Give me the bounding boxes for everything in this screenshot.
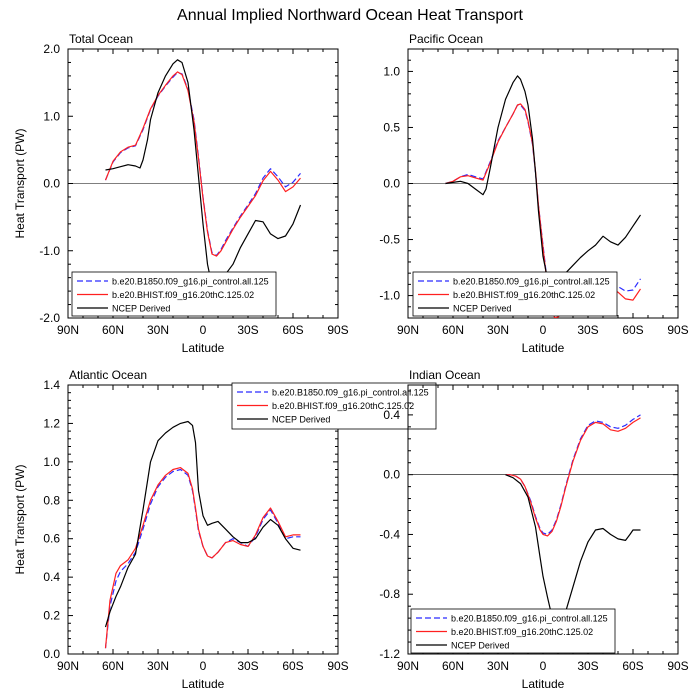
legend-label: b.e20.B1850.f09_g16.pi_control.all.125 (272, 388, 429, 398)
x-tick-label: 90S (327, 323, 348, 337)
x-tick-label: 90S (667, 659, 688, 673)
panel-title: Total Ocean (69, 32, 133, 46)
x-tick-label: 90N (57, 659, 79, 673)
figure-title: Annual Implied Northward Ocean Heat Tran… (177, 7, 524, 24)
x-tick-label: 60S (282, 323, 303, 337)
y-tick-label: -2.0 (39, 311, 60, 325)
x-tick-label: 30S (237, 323, 258, 337)
y-tick-label: -1.0 (379, 289, 400, 303)
series-line-ncep (104, 420, 301, 628)
panel-title: Atlantic Ocean (69, 368, 147, 382)
x-tick-label: 30S (577, 659, 598, 673)
x-axis-label: Latitude (182, 341, 225, 355)
panel-indian-ocean: Indian Ocean 90N 60N 30N 0 30S 60S 90S -1.2 -0.8 -… (379, 368, 688, 691)
legend-label: NCEP Derived (272, 415, 330, 425)
series-line-bhist (104, 467, 301, 649)
x-tick-label: 30S (577, 323, 598, 337)
x-tick-label: 90S (327, 659, 348, 673)
y-tick-label: 1.2 (43, 416, 60, 430)
x-tick-label: 30N (147, 323, 169, 337)
legend: b.e20.B1850.f09_g16.pi_control.all.125 b.… (412, 271, 618, 317)
series-line-bhist (505, 417, 641, 537)
legend-label: b.e20.B1850.f09_g16.pi_control.all.125 (112, 277, 269, 287)
y-tick-label: -0.8 (379, 587, 400, 601)
legend-label: NCEP Derived (112, 304, 170, 314)
panel-atlantic-ocean: Atlantic Ocean 90N 60N 30N 0 30S 60S 90S 0.0 0.2 0… (13, 368, 437, 691)
x-tick-label: 60N (102, 659, 124, 673)
y-tick-label: 0.5 (383, 120, 400, 134)
legend: b.e20.B1850.f09_g16.pi_control.all.125 b.… (71, 271, 277, 317)
y-tick-label: 0.4 (43, 570, 60, 584)
series-line-b1850 (104, 468, 301, 649)
x-tick-label: 30N (487, 659, 509, 673)
y-tick-label: 0.0 (43, 647, 60, 661)
series-line-ncep (445, 75, 641, 288)
x-tick-label: 0 (200, 659, 207, 673)
legend-label: b.e20.B1850.f09_g16.pi_control.all.125 (453, 277, 610, 287)
legend-label: b.e20.B1850.f09_g16.pi_control.all.125 (451, 614, 608, 624)
series-line-ncep (505, 474, 641, 630)
legend: b.e20.B1850.f09_g16.pi_control.all.125 b.… (231, 382, 437, 430)
y-tick-label: 0.0 (43, 177, 60, 191)
y-tick-label: -1.2 (379, 647, 400, 661)
y-tick-label: 0.2 (43, 609, 60, 623)
x-tick-label: 30N (487, 323, 509, 337)
x-tick-label: 30N (147, 659, 169, 673)
y-tick-label: 1.0 (43, 455, 60, 469)
x-tick-label: 60N (442, 659, 464, 673)
y-tick-label: 0.4 (383, 408, 400, 422)
x-axis-label: Latitude (522, 677, 565, 691)
y-tick-label: 0.0 (383, 177, 400, 191)
legend-label: b.e20.BHIST.f09_g16.20thC.125.02 (453, 290, 595, 300)
y-tick-label: -1.0 (39, 244, 60, 258)
legend-label: NCEP Derived (451, 641, 509, 651)
x-tick-label: 0 (540, 323, 547, 337)
y-tick-label: -0.4 (379, 527, 400, 541)
x-tick-label: 90S (667, 323, 688, 337)
panel-title: Indian Ocean (409, 368, 480, 382)
x-tick-label: 90N (57, 323, 79, 337)
panel-total-ocean: Total Ocean 90N 60N 30N 0 30S 60S 90S -2.0 -1.0 0.… (13, 32, 349, 355)
y-tick-label: -0.5 (379, 233, 400, 247)
legend: b.e20.B1850.f09_g16.pi_control.all.125 b.… (410, 608, 616, 654)
x-tick-label: 90N (397, 659, 419, 673)
x-tick-label: 60S (622, 659, 643, 673)
y-tick-label: 0.0 (383, 468, 400, 482)
x-tick-label: 0 (540, 659, 547, 673)
legend-label: b.e20.BHIST.f09_g16.20thC.125.02 (451, 627, 593, 637)
series-line-bhist (104, 71, 301, 257)
y-tick-label: 2.0 (43, 42, 60, 56)
x-axis-label: Latitude (522, 341, 565, 355)
legend-label: NCEP Derived (453, 304, 511, 314)
x-tick-label: 60N (102, 323, 124, 337)
x-tick-label: 0 (200, 323, 207, 337)
x-tick-label: 30S (237, 659, 258, 673)
x-tick-label: 60N (442, 323, 464, 337)
y-axis-label: Heat Transport (PW) (13, 128, 27, 238)
panel-pacific-ocean: Pacific Ocean 90N 60N 30N 0 30S 60S 90S -1.0 -0.5… (379, 32, 688, 355)
y-tick-label: 0.8 (43, 493, 60, 507)
x-tick-label: 60S (622, 323, 643, 337)
series-line-ncep (105, 59, 302, 289)
x-axis-label: Latitude (182, 677, 225, 691)
legend-label: b.e20.BHIST.f09_g16.20thC.125.02 (112, 290, 254, 300)
y-tick-label: 0.6 (43, 532, 60, 546)
panel-title: Pacific Ocean (409, 32, 483, 46)
y-axis-label: Heat Transport (PW) (13, 464, 27, 574)
y-tick-label: 1.0 (43, 109, 60, 123)
legend-label: b.e20.BHIST.f09_g16.20thC.125.02 (272, 401, 414, 411)
y-tick-label: 1.4 (43, 378, 60, 392)
x-tick-label: 60S (282, 659, 303, 673)
x-tick-label: 90N (397, 323, 419, 337)
legend-box (410, 608, 616, 654)
y-tick-label: 1.0 (383, 64, 400, 78)
